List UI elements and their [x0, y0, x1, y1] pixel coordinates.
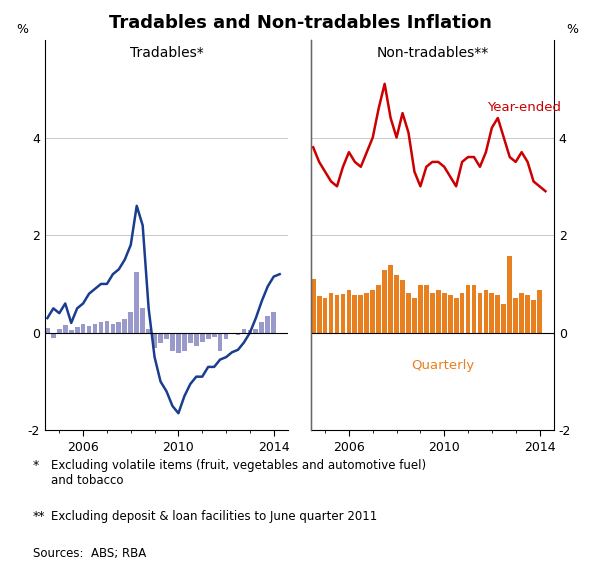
Bar — [514, 298, 518, 333]
Text: Excluding volatile items (fruit, vegetables and automotive fuel)
and tobacco: Excluding volatile items (fruit, vegetab… — [51, 459, 426, 487]
Bar — [370, 290, 375, 333]
Bar — [418, 285, 423, 333]
Bar — [140, 308, 145, 333]
Bar — [206, 333, 211, 339]
Bar — [358, 295, 363, 333]
Bar — [224, 333, 229, 339]
Bar — [484, 290, 488, 333]
Text: Sources:  ABS; RBA: Sources: ABS; RBA — [33, 547, 146, 560]
Bar — [311, 279, 316, 333]
Bar — [335, 295, 340, 333]
Bar — [317, 296, 322, 333]
Bar — [188, 333, 193, 344]
Bar — [323, 298, 328, 333]
Bar — [248, 330, 252, 333]
Bar — [472, 285, 476, 333]
Bar — [128, 312, 133, 333]
Bar — [502, 304, 506, 333]
Bar — [164, 333, 169, 339]
Bar — [182, 333, 187, 351]
Bar — [170, 333, 175, 351]
Bar — [218, 333, 223, 351]
Bar — [259, 322, 264, 333]
Bar — [200, 333, 205, 341]
Bar — [45, 328, 50, 333]
Bar — [352, 295, 357, 333]
Bar — [57, 329, 62, 333]
Bar — [424, 285, 429, 333]
Bar — [341, 294, 346, 333]
Bar — [442, 293, 446, 333]
Bar — [86, 326, 91, 333]
Bar — [116, 322, 121, 333]
Text: Tradables and Non-tradables Inflation: Tradables and Non-tradables Inflation — [109, 14, 491, 32]
Bar — [63, 325, 68, 333]
Bar — [134, 272, 139, 333]
Bar — [454, 298, 458, 333]
Bar — [478, 293, 482, 333]
Text: Year-ended: Year-ended — [487, 101, 561, 113]
Bar — [508, 255, 512, 333]
Bar — [460, 293, 464, 333]
Bar — [146, 329, 151, 333]
Text: *: * — [33, 459, 39, 472]
Bar — [51, 333, 56, 337]
Bar — [448, 295, 452, 333]
Bar — [253, 329, 258, 333]
Bar — [212, 333, 217, 337]
Bar — [81, 324, 85, 333]
Bar — [104, 320, 109, 333]
Text: %: % — [16, 23, 28, 36]
Bar — [92, 324, 97, 333]
Bar — [400, 280, 405, 333]
Bar — [496, 295, 500, 333]
Bar — [436, 290, 440, 333]
Bar — [531, 300, 536, 333]
Bar — [69, 330, 74, 333]
Bar — [329, 293, 334, 333]
Bar — [152, 333, 157, 348]
Bar — [122, 319, 127, 333]
Bar — [364, 293, 369, 333]
Bar — [347, 290, 352, 333]
Text: Excluding deposit & loan facilities to June quarter 2011: Excluding deposit & loan facilities to J… — [51, 510, 377, 523]
Text: Non-tradables**: Non-tradables** — [376, 46, 488, 60]
Text: Tradables*: Tradables* — [130, 46, 203, 60]
Bar — [430, 293, 434, 333]
Bar — [176, 333, 181, 353]
Bar — [525, 295, 530, 333]
Bar — [242, 329, 247, 333]
Bar — [110, 324, 115, 333]
Bar — [388, 266, 393, 333]
Bar — [236, 333, 241, 335]
Bar — [75, 327, 80, 333]
Bar — [466, 285, 470, 333]
Bar — [98, 322, 103, 333]
Text: **: ** — [33, 510, 46, 523]
Bar — [519, 293, 524, 333]
Bar — [194, 333, 199, 347]
Bar — [537, 290, 542, 333]
Bar — [406, 293, 411, 333]
Bar — [271, 312, 276, 333]
Bar — [265, 316, 270, 333]
Bar — [382, 270, 387, 333]
Bar — [158, 333, 163, 344]
Bar — [376, 285, 381, 333]
Text: Quarterly: Quarterly — [411, 359, 474, 372]
Bar — [412, 298, 417, 333]
Text: %: % — [566, 23, 578, 36]
Bar — [394, 275, 399, 333]
Bar — [490, 293, 494, 333]
